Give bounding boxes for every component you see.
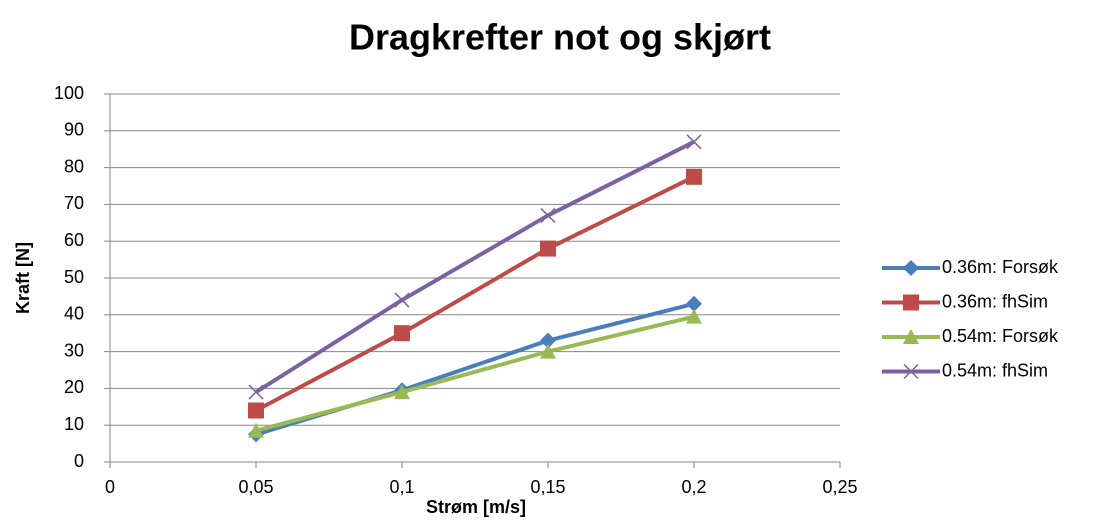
x-tick-label: 0,2 (681, 477, 706, 497)
y-tick-label: 10 (64, 414, 84, 434)
marker (540, 240, 556, 257)
marker (248, 384, 264, 400)
marker (540, 207, 556, 223)
marker (248, 422, 264, 438)
y-tick-label: 40 (64, 304, 84, 324)
x-tick-label: 0,25 (822, 477, 857, 497)
marker (903, 260, 919, 276)
y-tick-label: 60 (64, 230, 84, 250)
series-line (255, 175, 695, 413)
x-axis-label: Strøm [m/s] (426, 497, 526, 517)
marker (686, 308, 702, 324)
series-line (254, 140, 695, 394)
y-tick-label: 80 (64, 156, 84, 176)
x-tick-label: 0,15 (530, 477, 565, 497)
legend-label: 0.54m: fhSim (942, 360, 1048, 380)
marker (248, 402, 264, 419)
marker (686, 168, 702, 185)
marker (540, 343, 556, 359)
marker (903, 363, 919, 380)
legend-label: 0.36m: Forsøk (942, 257, 1059, 277)
y-tick-label: 50 (64, 267, 84, 287)
chart-title: Dragkrefter not og skjørt (349, 17, 771, 58)
legend-label: 0.54m: Forsøk (942, 326, 1059, 346)
marker (394, 325, 410, 342)
y-tick-label: 100 (54, 83, 84, 103)
marker (540, 332, 556, 349)
x-tick-label: 0,05 (238, 477, 273, 497)
marker (686, 134, 702, 150)
x-tick-label: 0,1 (389, 477, 414, 497)
y-tick-label: 90 (64, 120, 84, 140)
y-tick-label: 0 (74, 451, 84, 471)
marker (686, 295, 702, 312)
series-line (255, 314, 695, 433)
marker (394, 384, 410, 400)
y-axis-label: Kraft [N] (13, 242, 33, 314)
marker (394, 292, 410, 308)
x-tick-label: 0 (105, 477, 115, 497)
legend-label: 0.36m: fhSim (942, 291, 1048, 311)
y-tick-label: 20 (64, 377, 84, 397)
marker (903, 329, 919, 344)
marker (903, 294, 919, 311)
y-tick-label: 70 (64, 193, 84, 213)
y-tick-label: 30 (64, 340, 84, 360)
